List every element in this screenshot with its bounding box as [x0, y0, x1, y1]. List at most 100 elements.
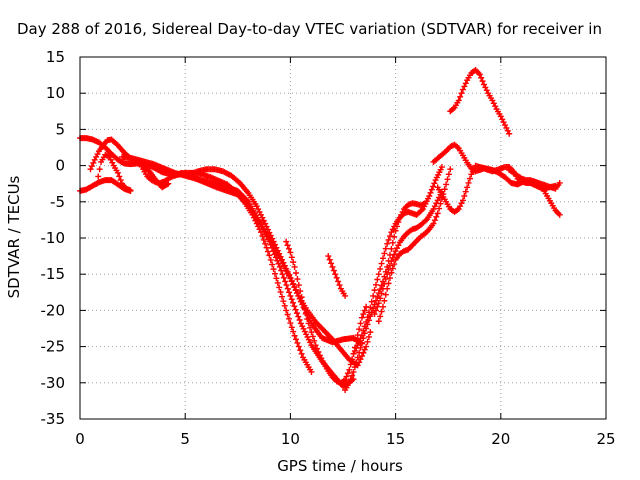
data-point-marker — [291, 263, 298, 270]
tick-marks — [79, 56, 607, 420]
data-point-marker — [296, 316, 303, 323]
data-point-marker — [95, 173, 102, 180]
data-point-marker — [358, 353, 365, 360]
data-point-marker — [357, 335, 364, 342]
plot-border — [79, 56, 607, 420]
data-point-marker — [273, 275, 280, 282]
data-point-marker — [438, 164, 445, 171]
data-point-marker — [282, 278, 289, 285]
data-point-marker — [293, 269, 300, 276]
data-point-marker — [384, 240, 391, 247]
data-point-marker — [455, 97, 462, 104]
x-tick-label: 5 — [180, 430, 190, 448]
data-point-marker — [293, 286, 300, 293]
data-point-marker — [314, 345, 321, 352]
data-point-marker — [461, 83, 468, 90]
data-point-marker — [274, 257, 281, 264]
data-point-marker — [347, 376, 354, 383]
data-point-marker — [459, 197, 466, 204]
data-point-marker — [285, 315, 292, 322]
data-point-marker — [260, 236, 267, 243]
data-point-marker — [386, 262, 393, 269]
data-point-marker — [290, 259, 297, 266]
data-point-marker — [391, 251, 398, 258]
data-point-marker — [284, 285, 291, 292]
data-point-marker — [262, 220, 269, 227]
data-point-marker — [114, 169, 121, 176]
data-point-marker — [266, 252, 273, 259]
data-point-marker — [328, 260, 335, 267]
data-point-marker — [325, 253, 332, 260]
data-point-marker — [349, 372, 356, 379]
data-point-marker — [386, 275, 393, 282]
y-tick-label: -10 — [41, 229, 66, 247]
data-point-marker — [308, 329, 315, 336]
data-point-marker — [269, 235, 276, 242]
y-tick-label: 5 — [55, 120, 65, 138]
data-point-marker — [291, 283, 298, 290]
data-point-marker — [288, 324, 295, 331]
data-point-marker — [431, 180, 438, 187]
data-point-marker — [379, 255, 386, 262]
data-point-marker — [371, 287, 378, 294]
data-point-marker — [378, 260, 385, 267]
data-point-marker — [273, 244, 280, 251]
data-point-marker — [262, 240, 269, 247]
data-point-marker — [292, 306, 299, 313]
data-point-marker — [363, 303, 370, 310]
data-point-marker — [287, 249, 294, 256]
data-point-marker — [360, 311, 367, 318]
data-point-marker — [384, 285, 391, 292]
data-point-marker — [389, 265, 396, 272]
data-point-marker — [266, 229, 273, 236]
data-point-marker — [441, 186, 448, 193]
data-point-marker — [295, 313, 302, 320]
data-point-marker — [298, 294, 305, 301]
data-series — [283, 238, 370, 386]
data-point-marker — [116, 173, 123, 180]
data-point-marker — [264, 248, 271, 255]
data-point-marker — [427, 189, 434, 196]
data-point-marker — [445, 171, 452, 178]
data-point-marker — [434, 210, 441, 217]
data-point-marker — [342, 292, 349, 299]
data-point-marker — [367, 313, 374, 320]
data-point-marker — [315, 348, 322, 355]
data-point-marker — [291, 303, 298, 310]
data-point-marker — [263, 244, 270, 251]
data-point-marker — [96, 166, 103, 173]
data-point-marker — [388, 269, 395, 276]
data-point-marker — [461, 193, 468, 200]
data-point-marker — [346, 366, 353, 373]
data-point-marker — [353, 359, 360, 366]
data-point-marker — [378, 290, 385, 297]
data-point-marker — [391, 261, 398, 268]
data-point-marker — [374, 303, 381, 310]
data-point-marker — [281, 302, 288, 309]
data-point-marker — [290, 328, 297, 335]
data-point-marker — [374, 276, 381, 283]
data-point-marker — [287, 292, 294, 299]
data-series — [375, 166, 454, 325]
data-point-marker — [344, 370, 351, 377]
grid-lines — [80, 57, 606, 419]
data-point-marker — [381, 297, 388, 304]
data-point-marker — [388, 258, 395, 265]
data-point-marker — [375, 318, 382, 325]
data-series — [325, 253, 349, 299]
data-point-marker — [288, 296, 295, 303]
data-point-marker — [382, 276, 389, 283]
data-point-marker — [274, 279, 281, 286]
data-point-marker — [443, 181, 450, 188]
data-point-marker — [466, 175, 473, 182]
data-point-marker — [556, 211, 563, 218]
data-point-marker — [329, 263, 336, 270]
data-point-marker — [430, 220, 437, 227]
data-point-marker — [300, 300, 307, 307]
data-point-marker — [274, 247, 281, 254]
data-point-marker — [307, 324, 314, 331]
y-tick-label: -25 — [41, 338, 66, 356]
data-point-marker — [361, 307, 368, 314]
